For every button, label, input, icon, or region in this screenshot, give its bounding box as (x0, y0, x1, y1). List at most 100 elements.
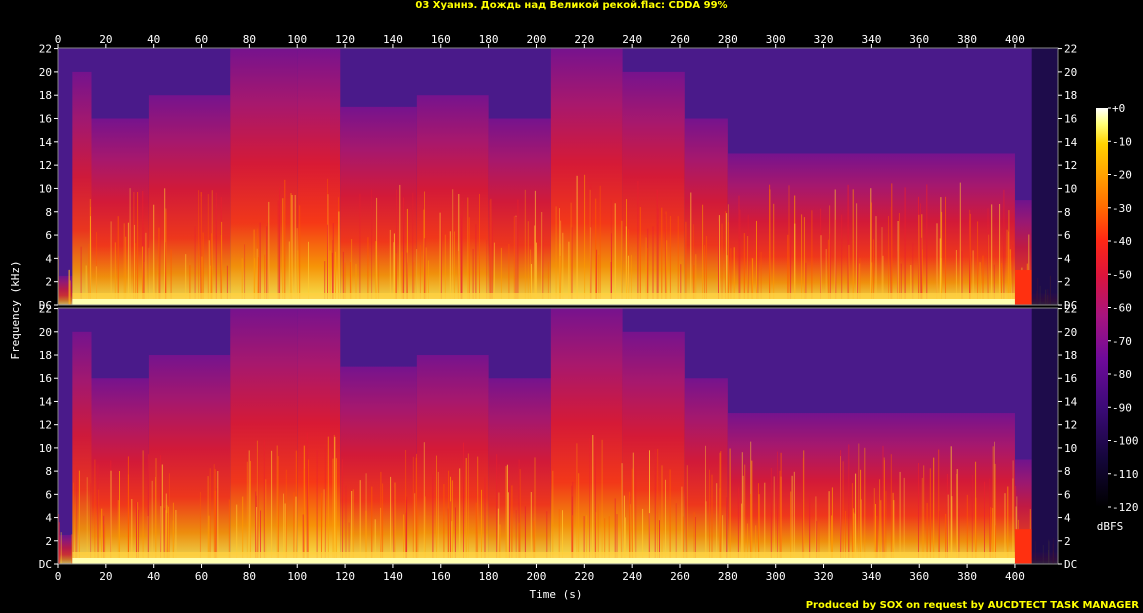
streak (268, 201, 270, 305)
streak (214, 469, 216, 564)
streak (451, 480, 453, 564)
streak (969, 209, 971, 305)
streak (114, 242, 116, 305)
streak (324, 261, 326, 305)
streak (993, 264, 995, 305)
streak (117, 500, 119, 564)
streak (610, 262, 612, 305)
streak (690, 192, 692, 305)
streak (568, 241, 570, 305)
streak (988, 234, 990, 305)
streak (751, 460, 753, 564)
streak (527, 221, 529, 305)
streak (246, 461, 248, 564)
footer-credit: Produced by SOX on request by AUCDTECT T… (805, 600, 1139, 611)
streak (831, 515, 833, 564)
streak (790, 235, 792, 305)
streak (975, 461, 977, 564)
streak (283, 493, 284, 564)
segment-10 (622, 71, 685, 305)
streak (257, 257, 259, 305)
colorbar-tick-label: -20 (1112, 169, 1132, 182)
y-tick-label-right: 10 (1064, 182, 1077, 195)
streak (818, 522, 820, 564)
x-tick-label-bottom: 140 (383, 570, 403, 583)
streak (880, 500, 882, 564)
streak (646, 248, 648, 305)
streak (884, 460, 885, 564)
streak (198, 190, 200, 305)
x-tick-label-bottom: 380 (957, 570, 977, 583)
streak (534, 457, 536, 564)
streak (648, 513, 650, 564)
streak (951, 496, 953, 564)
streak (780, 452, 782, 564)
streak (479, 193, 480, 305)
x-tick-label-top: 40 (147, 33, 160, 46)
bass-band (72, 299, 1015, 305)
streak (498, 464, 500, 564)
streak (919, 203, 921, 305)
streak (215, 192, 217, 305)
streak (693, 511, 695, 564)
y-tick-label-left: 10 (39, 442, 52, 455)
x-tick-label-bottom: 40 (147, 570, 160, 583)
streak (592, 435, 594, 564)
x-tick-label-top: 280 (718, 33, 738, 46)
streak (751, 258, 753, 305)
x-axis-label: Time (s) (530, 588, 583, 601)
streak (96, 231, 97, 305)
streak (827, 239, 829, 305)
x-tick-label-bottom: 0 (55, 570, 62, 583)
streak (890, 207, 892, 305)
streak (332, 223, 334, 305)
y-tick-label-left: 2 (45, 276, 52, 289)
streak (788, 185, 790, 305)
streak (991, 204, 993, 305)
streak (870, 202, 872, 305)
streak (903, 477, 905, 564)
streak (371, 189, 373, 305)
streak (175, 510, 177, 564)
streak (241, 258, 243, 305)
streak (86, 477, 88, 564)
streak (921, 477, 923, 564)
streak (104, 524, 106, 564)
streak (515, 510, 517, 564)
streak (348, 522, 350, 564)
y-tick-label-right: DC (1064, 299, 1077, 312)
y-tick-label-right: 20 (1064, 66, 1077, 79)
colorbar-tick-label: -50 (1112, 268, 1132, 281)
streak (631, 468, 633, 564)
streak (460, 214, 462, 305)
streak (562, 232, 564, 305)
streak (513, 216, 515, 305)
streak (959, 182, 961, 305)
y-tick-label-left: DC (39, 558, 52, 571)
streak (555, 206, 557, 305)
streak (820, 235, 822, 305)
streak (260, 510, 261, 564)
streak (559, 243, 561, 305)
streak (654, 448, 656, 564)
streak (900, 263, 902, 305)
streak (629, 504, 631, 564)
streak (123, 223, 125, 305)
streak (910, 265, 912, 305)
streak (987, 208, 989, 305)
streak (412, 456, 414, 564)
streak (552, 470, 554, 564)
y-tick-label-right: 22 (1064, 303, 1077, 316)
streak (876, 516, 878, 564)
streak (741, 452, 743, 564)
streak (803, 217, 805, 305)
streak (161, 464, 163, 564)
streak (215, 490, 217, 564)
streak (491, 221, 493, 305)
y-tick-label-right: 12 (1064, 419, 1077, 432)
streak (665, 211, 667, 305)
x-tick-label-bottom: 260 (670, 570, 690, 583)
streak (883, 457, 885, 564)
streak (303, 445, 305, 564)
colorbar-tick-label: -100 (1112, 435, 1139, 448)
